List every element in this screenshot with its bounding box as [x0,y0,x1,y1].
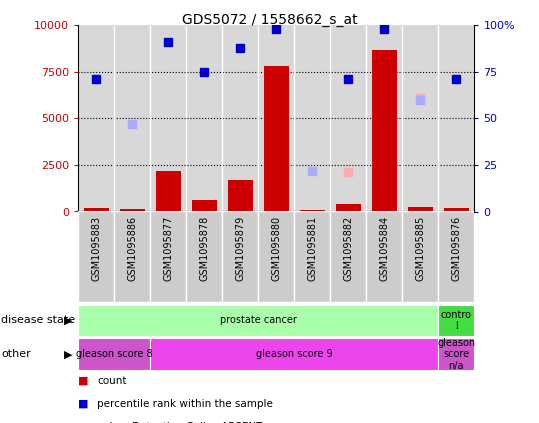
Text: GSM1095881: GSM1095881 [307,216,317,281]
FancyBboxPatch shape [438,338,474,370]
Bar [300,210,325,212]
Text: GSM1095885: GSM1095885 [415,216,425,281]
Text: gleason score 9: gleason score 9 [256,349,333,359]
Text: ▶: ▶ [64,349,73,359]
Text: GSM1095877: GSM1095877 [163,216,173,281]
Text: count: count [97,376,127,386]
FancyBboxPatch shape [222,212,258,302]
Text: prostate cancer: prostate cancer [220,316,296,325]
FancyBboxPatch shape [78,338,150,370]
Text: GSM1095876: GSM1095876 [451,216,461,281]
Text: ▶: ▶ [64,316,73,325]
FancyBboxPatch shape [438,212,474,302]
FancyBboxPatch shape [330,212,367,302]
Text: GSM1095883: GSM1095883 [91,216,101,281]
Bar [407,207,433,212]
Bar [84,208,109,212]
FancyBboxPatch shape [78,212,114,302]
Text: percentile rank within the sample: percentile rank within the sample [97,399,273,409]
FancyBboxPatch shape [186,212,222,302]
Text: ■: ■ [78,399,88,409]
FancyBboxPatch shape [294,212,330,302]
Text: gleason
score
n/a: gleason score n/a [437,338,475,371]
Bar [372,49,397,212]
FancyBboxPatch shape [367,212,402,302]
Text: GSM1095886: GSM1095886 [127,216,137,281]
Text: gleason score 8: gleason score 8 [76,349,153,359]
Text: GSM1095884: GSM1095884 [379,216,389,281]
Text: ■: ■ [78,376,88,386]
Text: other: other [1,349,31,359]
Bar [227,180,253,212]
Text: value, Detection Call = ABSENT: value, Detection Call = ABSENT [97,422,262,423]
Bar [156,170,181,212]
FancyBboxPatch shape [114,212,150,302]
Bar [336,204,361,212]
Bar [191,201,217,212]
Bar [444,208,469,212]
Text: contro
l: contro l [441,310,472,331]
FancyBboxPatch shape [258,212,294,302]
Text: GDS5072 / 1558662_s_at: GDS5072 / 1558662_s_at [182,13,357,27]
Text: GSM1095880: GSM1095880 [271,216,281,281]
Text: ■: ■ [78,422,88,423]
Text: GSM1095882: GSM1095882 [343,216,353,281]
Text: disease state: disease state [1,316,75,325]
FancyBboxPatch shape [438,305,474,336]
FancyBboxPatch shape [150,338,438,370]
FancyBboxPatch shape [150,212,186,302]
Text: GSM1095879: GSM1095879 [235,216,245,281]
FancyBboxPatch shape [78,305,438,336]
Bar [264,66,289,212]
Bar [120,209,145,212]
FancyBboxPatch shape [402,212,438,302]
Text: GSM1095878: GSM1095878 [199,216,209,281]
